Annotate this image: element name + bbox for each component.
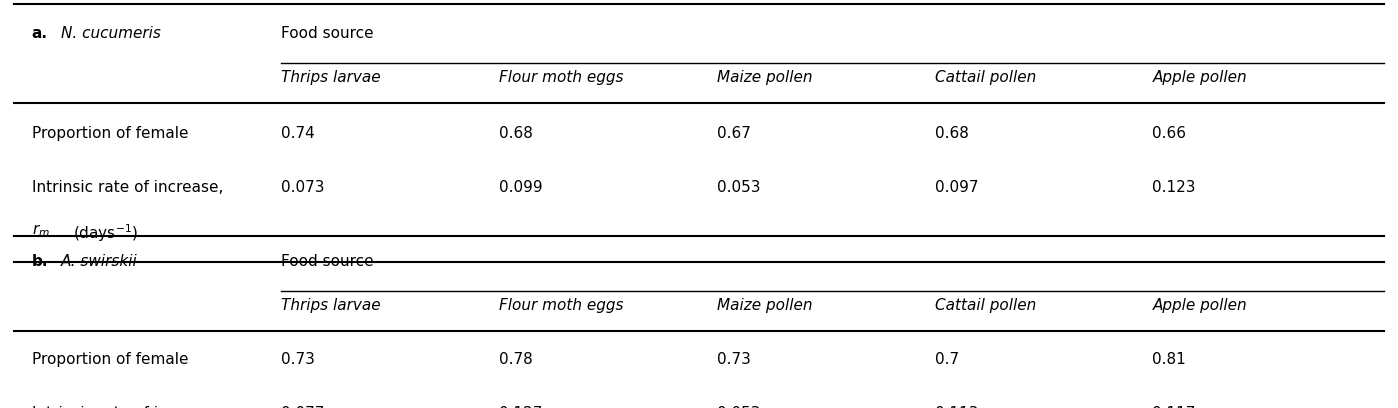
- Text: Cattail pollen: Cattail pollen: [935, 298, 1036, 313]
- Text: Proportion of female: Proportion of female: [32, 126, 189, 141]
- Text: Thrips larvae: Thrips larvae: [281, 70, 380, 85]
- Text: 0.67: 0.67: [717, 126, 751, 141]
- Text: Flour moth eggs: Flour moth eggs: [499, 298, 624, 313]
- Text: 0.117: 0.117: [1152, 406, 1195, 408]
- Text: 0.077: 0.077: [281, 406, 324, 408]
- Text: 0.097: 0.097: [935, 180, 979, 195]
- Text: 0.099: 0.099: [499, 180, 542, 195]
- Text: Food source: Food source: [281, 26, 373, 41]
- Text: $r_m$: $r_m$: [32, 222, 50, 239]
- Text: 0.68: 0.68: [935, 126, 969, 141]
- Text: Proportion of female: Proportion of female: [32, 352, 189, 367]
- Text: 0.66: 0.66: [1152, 126, 1187, 141]
- Text: Thrips larvae: Thrips larvae: [281, 298, 380, 313]
- Text: 0.81: 0.81: [1152, 352, 1187, 367]
- Text: 0.073: 0.073: [281, 180, 324, 195]
- Text: Maize pollen: Maize pollen: [717, 298, 812, 313]
- Text: 0.73: 0.73: [281, 352, 315, 367]
- Text: Apple pollen: Apple pollen: [1152, 70, 1247, 85]
- Text: A. swirskii: A. swirskii: [60, 254, 137, 269]
- Text: N. cucumeris: N. cucumeris: [60, 26, 161, 41]
- Text: 0.73: 0.73: [717, 352, 751, 367]
- Text: Flour moth eggs: Flour moth eggs: [499, 70, 624, 85]
- Text: 0.68: 0.68: [499, 126, 533, 141]
- Text: a.: a.: [32, 26, 48, 41]
- Text: Food source: Food source: [281, 254, 373, 269]
- Text: Cattail pollen: Cattail pollen: [935, 70, 1036, 85]
- Text: Intrinsic rate of increase,: Intrinsic rate of increase,: [32, 406, 224, 408]
- Text: b.: b.: [32, 254, 49, 269]
- Text: 0.78: 0.78: [499, 352, 533, 367]
- Text: 0.123: 0.123: [1152, 180, 1195, 195]
- Text: 0.7: 0.7: [935, 352, 959, 367]
- Text: (days$^{-1}$): (days$^{-1}$): [73, 222, 138, 244]
- Text: Maize pollen: Maize pollen: [717, 70, 812, 85]
- Text: Apple pollen: Apple pollen: [1152, 298, 1247, 313]
- Text: 0.74: 0.74: [281, 126, 315, 141]
- Text: 0.127: 0.127: [499, 406, 542, 408]
- Text: 0.053: 0.053: [717, 180, 761, 195]
- Text: 0.113: 0.113: [935, 406, 979, 408]
- Text: 0.053: 0.053: [717, 406, 761, 408]
- Text: Intrinsic rate of increase,: Intrinsic rate of increase,: [32, 180, 224, 195]
